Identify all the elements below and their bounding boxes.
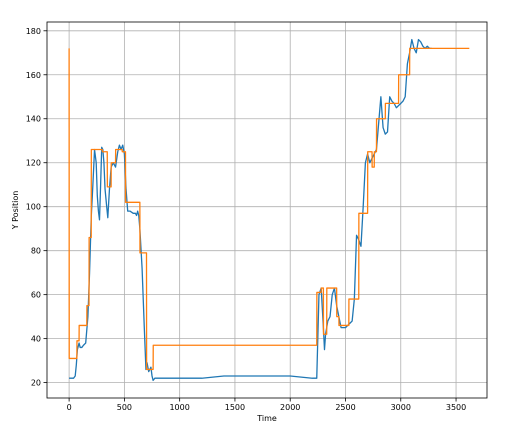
x-tick-label: 3500 bbox=[446, 403, 466, 412]
x-tick-label: 3000 bbox=[391, 403, 411, 412]
ticks: 0 500 1000 1500 2000 2500 3000 3500 20 40 60 80 100 1… bbox=[26, 27, 467, 412]
series-lines bbox=[68, 38, 470, 382]
y-tick-label: 80 bbox=[31, 247, 41, 256]
x-tick-label: 0 bbox=[67, 403, 72, 412]
y-tick-label: 60 bbox=[31, 291, 41, 300]
y-tick-label: 100 bbox=[26, 203, 41, 212]
x-tick-label: 2000 bbox=[280, 403, 300, 412]
y-tick-label: 180 bbox=[26, 27, 41, 36]
x-tick-label: 500 bbox=[117, 403, 132, 412]
y-tick-label: 40 bbox=[31, 335, 41, 344]
plot-frame bbox=[46, 21, 488, 399]
y-tick-label: 160 bbox=[26, 71, 41, 80]
grid bbox=[47, 22, 487, 398]
x-tick-label: 1500 bbox=[225, 403, 245, 412]
series-line-2 bbox=[68, 47, 470, 371]
x-tick-label: 1000 bbox=[169, 403, 189, 412]
series-line-1 bbox=[69, 38, 432, 382]
y-axis-label: Y Position bbox=[11, 191, 20, 231]
y-tick-label: 140 bbox=[26, 115, 41, 124]
y-tick-label: 120 bbox=[26, 159, 41, 168]
x-axis-label: Time bbox=[256, 414, 277, 423]
x-tick-label: 2500 bbox=[335, 403, 355, 412]
y-tick-label: 20 bbox=[31, 379, 41, 388]
